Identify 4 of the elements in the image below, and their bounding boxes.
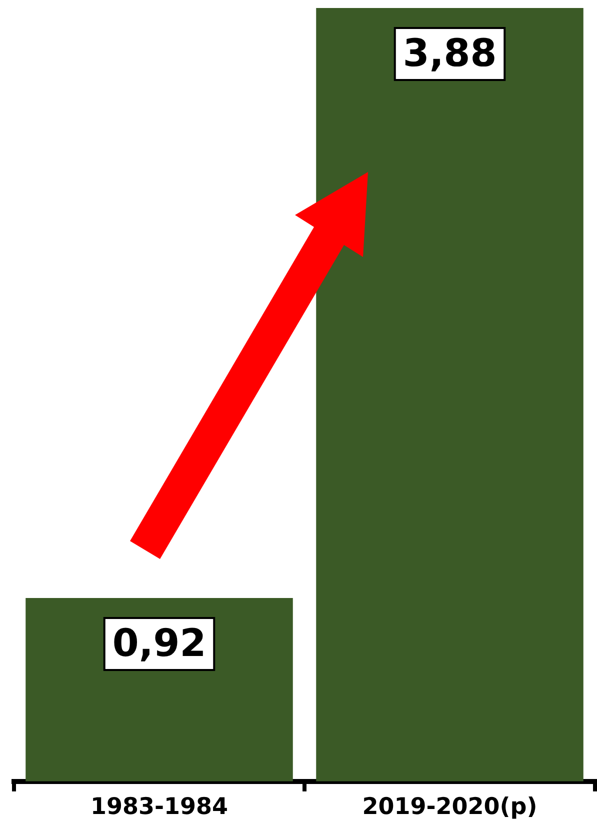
x-tick-label: 2019-2020(p) (362, 794, 538, 820)
x-tick-label: 1983-1984 (90, 794, 228, 820)
data-label: 3,88 (402, 30, 497, 75)
data-label: 0,92 (112, 620, 206, 665)
